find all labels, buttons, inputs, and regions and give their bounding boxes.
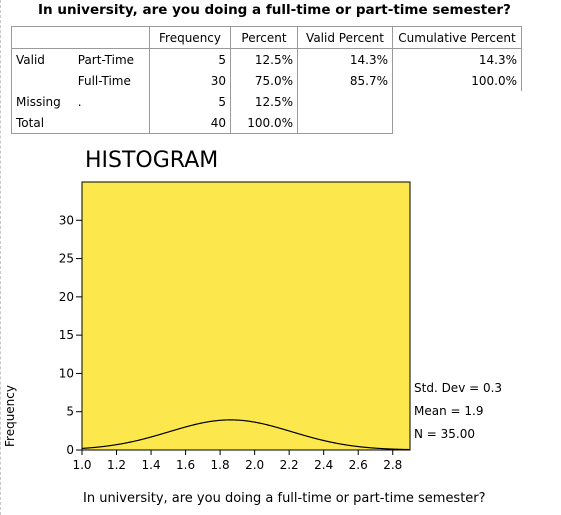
row-group: Missing [10,91,74,112]
row-label [73,112,150,134]
left-border [0,0,2,515]
y-tick-label: 25 [59,252,74,266]
plot-area [81,181,411,451]
stat-mean: Mean = 1.9 [414,404,483,418]
row-group: Valid [10,48,74,70]
header-frequency: Frequency [149,26,231,49]
row-group: Total [10,112,74,134]
normal-curve [81,419,411,451]
cell-cumulative-percent [393,91,522,112]
chart-title: HISTOGRAM [85,148,219,173]
cell-frequency: 5 [149,91,231,112]
cell-percent: 12.5% [230,91,298,112]
cell-cumulative-percent: 100.0% [392,70,522,91]
cell-cumulative-percent: 14.3% [392,48,522,70]
cell-frequency: 30 [149,70,231,91]
stat-n: N = 35.00 [414,427,475,441]
cell-percent: 75.0% [230,70,298,91]
header-cumulative-percent: Cumulative Percent [392,26,522,49]
x-tick-label: 2.6 [349,458,368,472]
table-row: Total 40 100.0% [10,112,522,134]
table-title: In university, are you doing a full-time… [38,2,511,18]
cell-percent: 100.0% [230,112,298,134]
stat-std-dev: Std. Dev = 0.3 [414,381,502,395]
cell-valid-percent: 14.3% [297,48,393,70]
x-tick-label: 1.4 [142,458,161,472]
row-label: . [73,91,150,112]
table-corner [11,26,150,49]
x-tick-label: 2.2 [280,458,299,472]
y-tick-label: 5 [66,405,74,419]
table-row: Missing . 5 12.5% [10,91,522,112]
x-axis-ticks: 1.0 1.2 1.4 1.6 1.8 2.0 2.2 2.4 2.6 2.8 [72,450,402,472]
cell-valid-percent [297,112,393,134]
header-valid-percent: Valid Percent [297,26,393,49]
x-tick-label: 1.6 [176,458,195,472]
row-group [10,70,74,91]
cell-valid-percent [297,91,393,112]
x-tick-label: 1.8 [211,458,230,472]
x-axis-label: In university, are you doing a full-time… [83,491,486,506]
row-label: Part-Time [73,48,150,70]
y-tick-label: 20 [59,290,74,304]
histogram-chart: 0 5 10 15 20 25 30 1.0 1.2 1.4 1.6 1.8 2.0 2.2 2.4 2.6… [3,181,502,472]
x-tick-label: 2.0 [245,458,264,472]
y-tick-label: 10 [59,366,74,380]
cell-cumulative-percent [393,112,522,134]
table-header-row: Frequency Percent Valid Percent Cumulati… [11,26,522,49]
y-tick-label: 30 [59,213,74,227]
y-axis-ticks: 0 5 10 15 20 25 30 [59,213,82,457]
x-tick-label: 1.2 [107,458,126,472]
frequency-table: Frequency Percent Valid Percent Cumulati… [10,26,522,134]
cell-frequency: 5 [149,48,231,70]
header-percent: Percent [230,26,298,49]
x-tick-label: 2.8 [383,458,402,472]
x-tick-label: 2.4 [314,458,333,472]
y-axis-label: Frequency [3,385,17,447]
row-label: Full-Time [73,70,150,91]
cell-frequency: 40 [149,112,231,134]
table-row: Valid Part-Time 5 12.5% 14.3% 14.3% [10,48,522,70]
cell-valid-percent: 85.7% [297,70,393,91]
x-tick-label: 1.0 [72,458,91,472]
cell-percent: 12.5% [230,48,298,70]
y-tick-label: 15 [59,328,74,342]
y-tick-label: 0 [66,443,74,457]
table-row: Full-Time 30 75.0% 85.7% 100.0% [10,70,522,91]
